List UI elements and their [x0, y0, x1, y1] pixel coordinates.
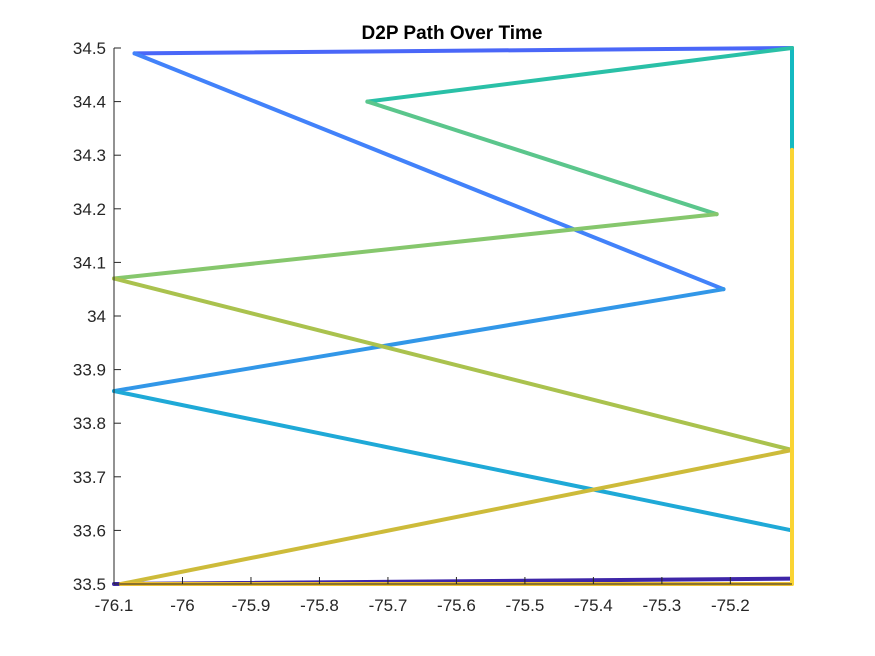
path-segment-5	[112, 287, 726, 394]
path-segment-10	[112, 212, 719, 281]
axes: -76.1 -76 -75.9 -75.8 -75.7 -75.6 -75.5 -75.4 -7…	[73, 39, 792, 615]
path-segment-11	[112, 276, 794, 452]
x-tick-label: -75.2	[711, 596, 750, 615]
y-tick-label: 33.5	[73, 575, 106, 594]
y-tick-label: 33.8	[73, 414, 106, 433]
path-segment-9	[365, 99, 719, 217]
path-segment-6	[112, 389, 794, 533]
chart-title: D2P Path Over Time	[362, 23, 543, 44]
y-tick-label: 33.6	[73, 521, 106, 540]
y-tick-label: 33.7	[73, 468, 106, 487]
x-tick-label: -75.9	[232, 596, 271, 615]
x-tick-label: -75.8	[300, 596, 339, 615]
y-tick-label: 34	[87, 307, 106, 326]
x-tick-label: -75.7	[369, 596, 408, 615]
path-segment-3	[132, 46, 794, 56]
x-tick-label: -75.3	[643, 596, 682, 615]
y-tick-label: 34.5	[73, 39, 106, 58]
y-tick-label: 33.9	[73, 361, 106, 380]
y-tick-label: 34.4	[73, 93, 106, 112]
x-tick-label: -75.4	[574, 596, 613, 615]
x-tick-label: -76.1	[95, 596, 134, 615]
y-tick-label: 34.1	[73, 253, 106, 272]
x-tick-label: -76	[170, 596, 195, 615]
x-tick-label: -75.5	[506, 596, 545, 615]
y-tick-label: 34.2	[73, 200, 106, 219]
x-tick-label: -75.6	[437, 596, 476, 615]
y-tick-label: 34.3	[73, 146, 106, 165]
path-segment-8	[365, 46, 794, 104]
path-segment-4	[132, 51, 726, 292]
path-segment-12	[118, 448, 794, 586]
